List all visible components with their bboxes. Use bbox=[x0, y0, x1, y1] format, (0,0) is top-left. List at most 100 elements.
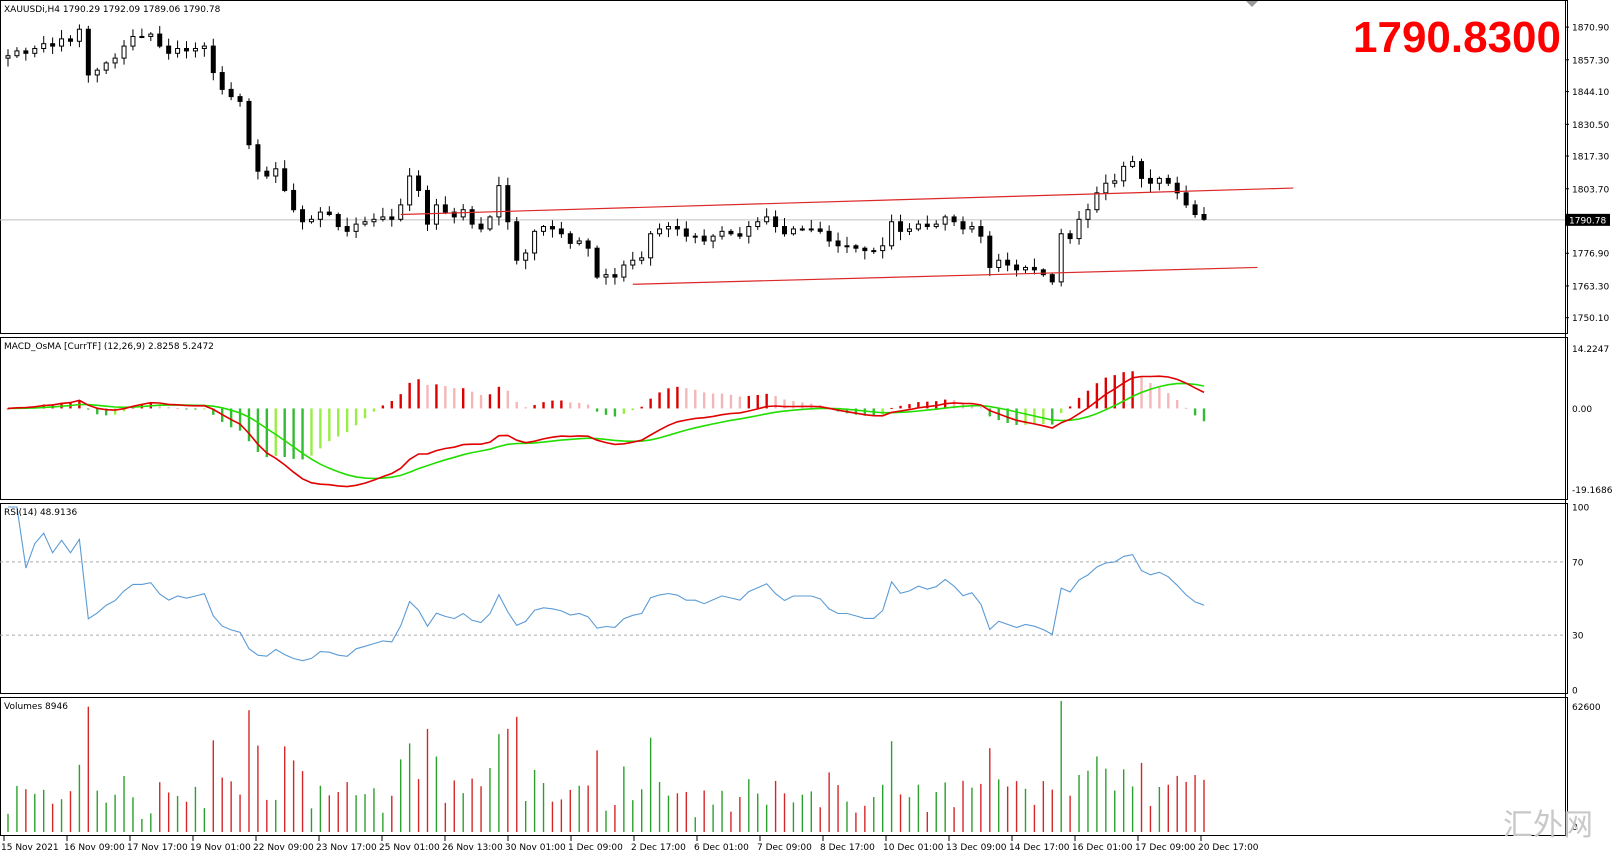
candle-body bbox=[915, 223, 921, 230]
osma-bar bbox=[738, 396, 742, 409]
candle-body bbox=[692, 235, 698, 238]
osma-bar bbox=[1068, 406, 1072, 409]
candle-body bbox=[969, 226, 975, 230]
candle-body bbox=[103, 62, 109, 71]
candle-body bbox=[166, 45, 172, 54]
time-axis-label: 25 Nov 01:00 bbox=[379, 843, 440, 853]
candle-body bbox=[567, 233, 573, 244]
candle-body bbox=[674, 226, 680, 230]
time-axis-label: 16 Nov 09:00 bbox=[64, 843, 125, 853]
candle-body bbox=[764, 216, 770, 223]
candle-body bbox=[1049, 274, 1055, 283]
candle-body bbox=[942, 216, 948, 225]
channel-trendline bbox=[400, 187, 1294, 216]
candle-body bbox=[442, 204, 448, 213]
osma-bar bbox=[631, 408, 634, 411]
candle-body bbox=[94, 69, 100, 76]
osma-bar bbox=[667, 388, 670, 409]
candle-body bbox=[326, 211, 332, 216]
osma-bar bbox=[104, 408, 108, 416]
time-axis-label: 20 Dec 17:00 bbox=[1198, 843, 1259, 853]
rsi-axis-label: 70 bbox=[1572, 558, 1584, 568]
osma-bar bbox=[845, 408, 849, 414]
time-axis-label: 26 Nov 13:00 bbox=[442, 843, 503, 853]
time-axis-label: 10 Dec 01:00 bbox=[883, 843, 944, 853]
candle-body bbox=[541, 226, 547, 232]
shift-marker-icon[interactable] bbox=[1246, 1, 1258, 7]
candle-body bbox=[335, 214, 341, 228]
candle-body bbox=[1156, 177, 1162, 184]
candle-body bbox=[648, 233, 654, 259]
candle-body bbox=[496, 185, 502, 218]
osma-bar bbox=[292, 408, 295, 459]
time-axis-label: 1 Dec 09:00 bbox=[568, 843, 623, 853]
osma-bar bbox=[658, 392, 661, 409]
candle-body bbox=[996, 259, 1002, 268]
osma-bar bbox=[6, 408, 10, 410]
osma-bar bbox=[1202, 408, 1206, 422]
osma-bar bbox=[649, 398, 652, 409]
candle-body bbox=[23, 50, 29, 54]
time-axis-label: 8 Dec 17:00 bbox=[820, 843, 875, 853]
time-axis-label: 30 Nov 01:00 bbox=[505, 843, 566, 853]
time-axis-label: 2 Dec 17:00 bbox=[631, 843, 686, 853]
osma-bar bbox=[238, 408, 242, 431]
osma-bar bbox=[381, 405, 385, 409]
candle-body bbox=[1183, 192, 1189, 206]
osma-bar bbox=[310, 408, 313, 456]
candle-body bbox=[603, 274, 609, 278]
candle-body bbox=[228, 88, 234, 98]
candle-body bbox=[112, 57, 118, 64]
candle-body bbox=[308, 218, 314, 223]
time-axis-label: 6 Dec 01:00 bbox=[694, 843, 749, 853]
candle-body bbox=[32, 47, 38, 54]
macd-label: MACD_OsMA [CurrTF] (12,26,9) 2.8258 5.24… bbox=[4, 342, 214, 352]
time-axis-label: 13 Dec 09:00 bbox=[946, 843, 1007, 853]
candle-body bbox=[130, 35, 136, 47]
osma-bar bbox=[515, 402, 518, 409]
osma-bar bbox=[1024, 408, 1027, 425]
macd-main-line bbox=[7, 375, 1205, 488]
osma-bar bbox=[694, 389, 697, 409]
candle-body bbox=[41, 43, 47, 49]
candle-body bbox=[424, 189, 430, 225]
osma-bar bbox=[604, 408, 608, 415]
candle-body bbox=[469, 209, 475, 225]
candle-body bbox=[817, 228, 823, 232]
osma-bar bbox=[247, 408, 251, 442]
osma-bar bbox=[533, 405, 536, 409]
osma-bar bbox=[470, 391, 474, 409]
osma-bar bbox=[622, 408, 626, 414]
osma-bar bbox=[1113, 375, 1116, 409]
osma-bar bbox=[685, 388, 688, 409]
rsi-line bbox=[8, 506, 1205, 662]
candle-body bbox=[594, 247, 600, 278]
candle-body bbox=[1192, 204, 1198, 216]
osma-bar bbox=[1193, 408, 1197, 416]
candle-body bbox=[1014, 264, 1020, 271]
price-axis-label: 1763.30 bbox=[1572, 282, 1609, 292]
candle-body bbox=[219, 72, 225, 90]
candle-body bbox=[755, 221, 761, 228]
candle-body bbox=[14, 50, 20, 57]
time-axis-label: 22 Nov 09:00 bbox=[253, 843, 314, 853]
osma-bar bbox=[854, 408, 858, 415]
candle-body bbox=[987, 235, 993, 268]
osma-bar bbox=[1176, 399, 1179, 409]
candle-body bbox=[871, 250, 877, 253]
candle-body bbox=[76, 28, 82, 42]
candle-body bbox=[148, 33, 154, 37]
candle-body bbox=[1005, 259, 1011, 266]
candle-body bbox=[906, 228, 912, 232]
candle-body bbox=[398, 204, 404, 220]
candle-body bbox=[121, 45, 127, 59]
osma-bar bbox=[863, 408, 867, 416]
rsi-axis-label: 30 bbox=[1572, 632, 1584, 642]
candle-body bbox=[5, 55, 11, 59]
rsi-pane bbox=[0, 503, 1568, 694]
osma-bar bbox=[212, 408, 215, 415]
candle-body bbox=[639, 257, 645, 261]
osma-bar bbox=[1077, 397, 1081, 409]
osma-bar bbox=[711, 393, 715, 409]
candle-body bbox=[808, 228, 814, 231]
